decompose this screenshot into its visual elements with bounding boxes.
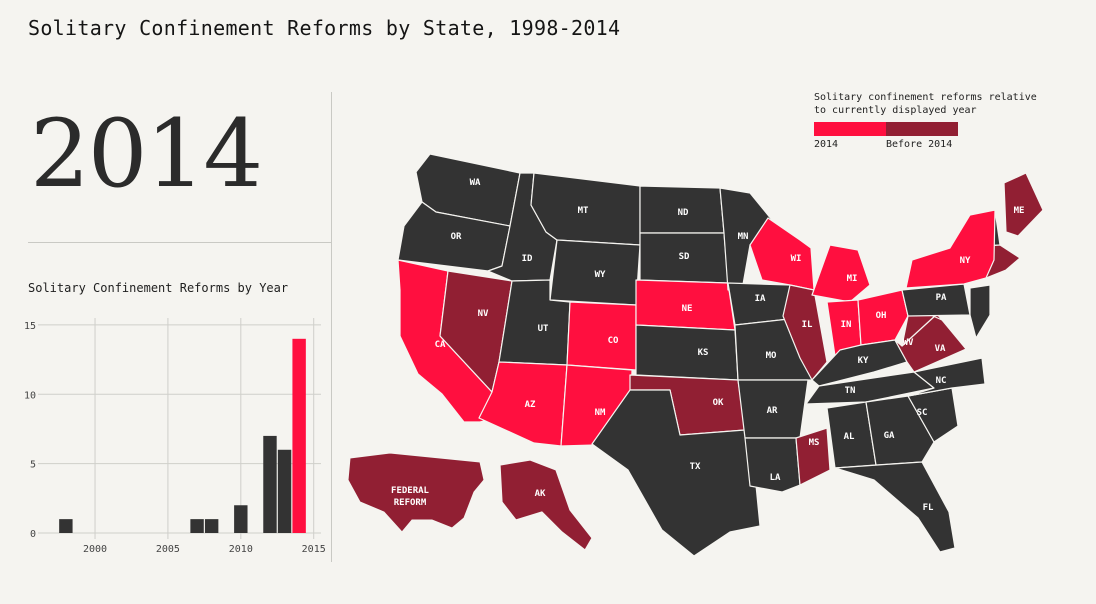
- bar-1998[interactable]: [59, 519, 73, 533]
- panel-divider-horizontal: [28, 242, 331, 243]
- bar-2007[interactable]: [190, 519, 204, 533]
- state-label-sc: SC: [917, 408, 928, 418]
- state-label-nc: NC: [936, 376, 947, 386]
- x-tick-label: 2010: [229, 544, 253, 555]
- state-label-oh: OH: [876, 311, 887, 321]
- state-ks[interactable]: [635, 324, 739, 381]
- state-label-wi: WI: [791, 254, 802, 264]
- state-label-or: OR: [451, 232, 462, 242]
- state-label-mo: MO: [766, 351, 777, 361]
- state-label-ne: NE: [682, 304, 693, 314]
- state-label-pa: PA: [936, 293, 947, 303]
- state-label-wa: WA: [470, 178, 481, 188]
- state-ak[interactable]: [499, 459, 593, 551]
- state-label-ca: CA: [435, 340, 446, 350]
- legend-swatch-before: [886, 122, 958, 136]
- state-label-al: AL: [844, 432, 855, 442]
- state-label-la: LA: [770, 473, 781, 483]
- state-label-va: VA: [935, 344, 946, 354]
- state-ms[interactable]: [795, 427, 831, 486]
- map-legend: Solitary confinement reforms relative to…: [814, 91, 1037, 150]
- state-label-nd: ND: [678, 208, 689, 218]
- state-mi[interactable]: [811, 244, 871, 303]
- us-state-map: WA OR CA NV ID MT WY UT AZ CO NM ND SD NE KS OK TX MN IA MO…: [347, 153, 1044, 557]
- panel-divider-vertical: [331, 92, 332, 562]
- state-co[interactable]: [566, 301, 637, 371]
- state-oh[interactable]: [857, 289, 909, 346]
- state-label-id: ID: [522, 254, 533, 264]
- state-label-mt: MT: [578, 206, 589, 216]
- y-tick-label: 0: [30, 529, 36, 540]
- state-label-sd: SD: [679, 252, 690, 262]
- bar-2008[interactable]: [204, 519, 219, 533]
- state-label-mn: MN: [738, 232, 749, 242]
- state-tn[interactable]: [805, 371, 935, 405]
- legend-label-current: 2014: [814, 139, 839, 150]
- legend-swatch-current: [814, 122, 886, 136]
- state-me[interactable]: [1003, 172, 1044, 237]
- bar-chart-title: Solitary Confinement Reforms by Year: [28, 281, 289, 295]
- legend-label-before: Before 2014: [886, 139, 953, 150]
- federal-reform-shape[interactable]: [347, 452, 485, 533]
- y-tick-label: 15: [24, 321, 36, 332]
- bar-2010[interactable]: [234, 505, 248, 533]
- state-label-ok: OK: [713, 398, 724, 408]
- bar-2012[interactable]: [263, 435, 277, 533]
- state-label-ak: AK: [535, 489, 546, 499]
- state-label-ar: AR: [767, 406, 778, 416]
- state-label-co: CO: [608, 336, 619, 346]
- state-label-nm: NM: [595, 408, 606, 418]
- bar-2013[interactable]: [277, 449, 292, 533]
- state-label-in: IN: [841, 320, 852, 330]
- reforms-by-year-chart[interactable]: 2000 2005 2010 2015 0 5 10 15: [0, 300, 331, 570]
- state-label-tx: TX: [690, 462, 701, 472]
- x-tick-label: 2000: [83, 544, 107, 555]
- federal-reform-label-line-1: FEDERAL: [391, 486, 430, 496]
- state-ga[interactable]: [865, 395, 935, 466]
- y-tick-label: 5: [30, 460, 36, 471]
- bar-2014[interactable]: [292, 338, 306, 533]
- state-label-ut: UT: [538, 324, 549, 334]
- state-nc[interactable]: [907, 357, 986, 397]
- state-label-ms: MS: [809, 438, 820, 448]
- y-tick-label: 10: [24, 390, 36, 401]
- state-label-mi: MI: [847, 274, 858, 284]
- legend-title-line-1: Solitary confinement reforms relative: [814, 92, 1037, 103]
- state-label-ny: NY: [960, 256, 971, 266]
- state-label-ga: GA: [884, 431, 895, 441]
- x-tick-label: 2005: [156, 544, 180, 555]
- federal-reform-label-line-2: REFORM: [394, 498, 427, 508]
- state-label-wy: WY: [595, 270, 606, 280]
- state-label-nv: NV: [478, 309, 489, 319]
- state-label-az: AZ: [525, 400, 536, 410]
- state-label-wv: WV: [903, 338, 914, 348]
- state-label-ks: KS: [698, 348, 709, 358]
- state-label-me: ME: [1014, 206, 1025, 216]
- state-label-il: IL: [802, 320, 813, 330]
- state-ny[interactable]: [905, 209, 996, 289]
- state-nj-de-md[interactable]: [969, 284, 991, 339]
- state-label-ky: KY: [858, 356, 869, 366]
- legend-title-line-2: to currently displayed year: [814, 105, 977, 116]
- state-wi[interactable]: [749, 217, 815, 291]
- x-tick-label: 2015: [302, 544, 326, 555]
- state-tx[interactable]: [591, 389, 761, 557]
- state-mn[interactable]: [719, 187, 773, 291]
- page-title: Solitary Confinement Reforms by State, 1…: [28, 16, 621, 40]
- state-la[interactable]: [744, 437, 801, 493]
- state-label-ia: IA: [755, 294, 766, 304]
- current-year-display: 2014: [30, 100, 263, 209]
- state-fl[interactable]: [834, 461, 956, 553]
- state-label-tn: TN: [845, 386, 856, 396]
- state-label-fl: FL: [923, 503, 934, 513]
